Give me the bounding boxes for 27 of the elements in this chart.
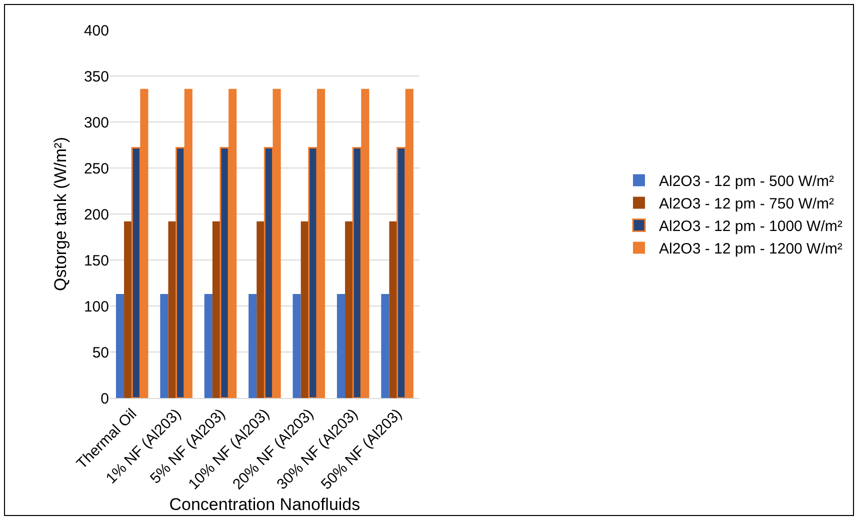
legend-label: Al2O3 - 12 pm - 1000 W/m²: [658, 218, 842, 236]
bar: [345, 221, 354, 398]
bar: [292, 294, 301, 398]
bar: [336, 294, 346, 398]
x-axis-title: Concentration Nanofluids: [169, 495, 360, 514]
bar: [389, 221, 398, 398]
y-tick-label: 400: [84, 22, 109, 40]
bar: [160, 294, 168, 398]
legend-label: Al2O3 - 12 pm - 750 W/m²: [658, 196, 834, 213]
bar: [124, 221, 132, 398]
bar: [204, 294, 212, 398]
y-tick-label: 50: [92, 344, 109, 362]
bar: [256, 221, 265, 398]
y-tick-label: 300: [84, 114, 109, 132]
bar: [168, 221, 176, 398]
bar: [116, 294, 124, 398]
y-axis-title: Qstorge tank (W/m²): [51, 137, 70, 291]
y-tick-label: 100: [84, 298, 109, 316]
bar: [248, 294, 257, 398]
y-tick-label: 200: [84, 206, 109, 224]
y-tick-label: 0: [100, 390, 109, 408]
legend-label: Al2O3 - 12 pm - 500 W/m²: [658, 173, 834, 190]
y-tick-label: 150: [84, 252, 109, 270]
y-tick-label: 350: [84, 68, 109, 86]
bar: [381, 294, 390, 398]
y-tick-label: 250: [84, 160, 109, 178]
legend-label: Al2O3 - 12 pm - 1200 W/m²: [658, 240, 842, 258]
